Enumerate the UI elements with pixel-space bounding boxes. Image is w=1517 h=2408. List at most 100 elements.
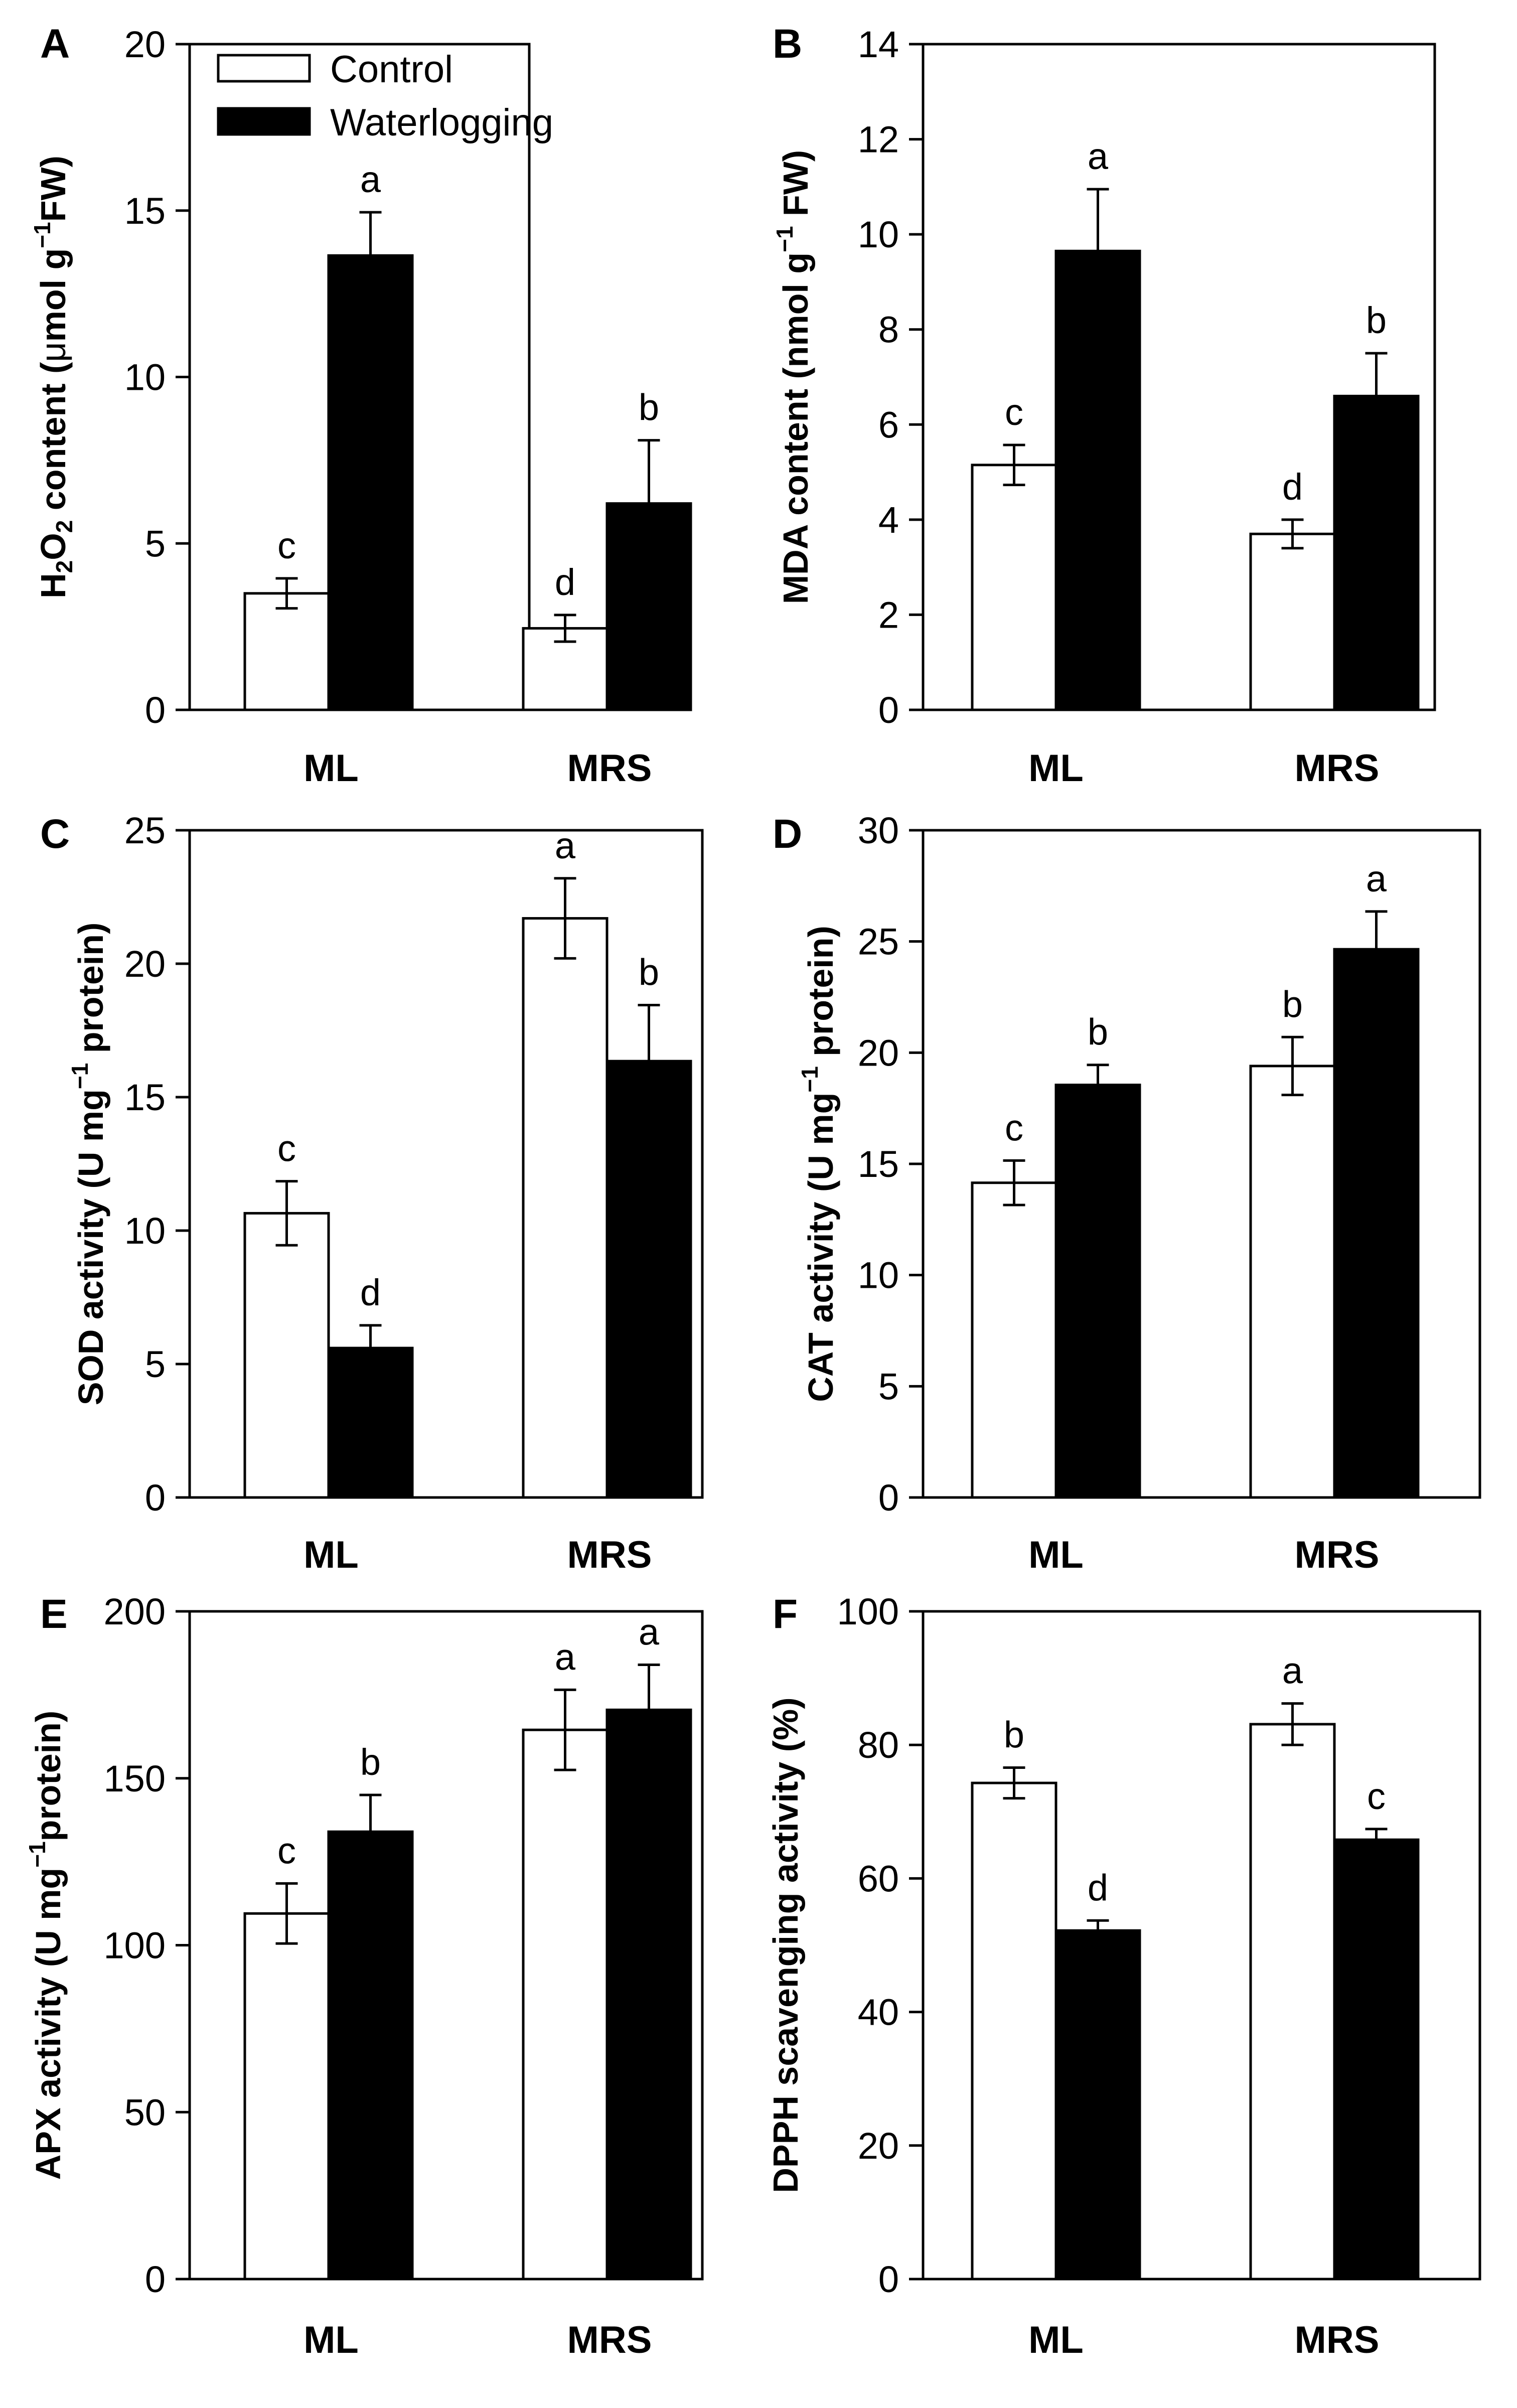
panel-c-ytick-label-2: 10 xyxy=(124,1210,166,1252)
panel-e-errorbar-waterlogging-ml xyxy=(359,1793,382,1870)
panel-f-category-label-mrs: MRS xyxy=(1295,2319,1380,2361)
panel-d-ytick-label-6: 30 xyxy=(858,810,899,851)
y-axis-label-part: 2 xyxy=(51,520,77,533)
panel-a-sig-letter-waterlogging-mrs: b xyxy=(639,387,659,428)
panel-f-errorbar-waterlogging-ml xyxy=(1087,1919,1109,1942)
panel-a-errorbar-control-ml xyxy=(275,577,298,610)
panel-c-ytick-label-0: 0 xyxy=(145,1477,166,1519)
panel-a-category-label-mrs: MRS xyxy=(567,747,652,790)
panel-c-bar-control-ml xyxy=(243,1212,330,1499)
panel-f-bar-waterlogging-mrs xyxy=(1333,1838,1420,2281)
legend-swatch-waterlogging xyxy=(217,107,311,136)
legend-swatch-control xyxy=(217,54,311,83)
panel-b-letter: B xyxy=(773,21,802,67)
panel-a-bar-waterlogging-ml xyxy=(327,254,414,711)
y-axis-label-part: −1 xyxy=(67,1063,93,1089)
panel-c-bar-waterlogging-ml xyxy=(327,1346,414,1499)
panel-f-ytick-label-3: 60 xyxy=(858,1858,899,1899)
panel-b-frame xyxy=(922,43,1436,711)
y-axis-label-part: −1 xyxy=(797,1066,823,1092)
panel-d-ytick-label-0: 0 xyxy=(878,1477,899,1519)
panel-e-bar-control-mrs xyxy=(522,1728,609,2281)
panel-f-category-label-ml: ML xyxy=(1028,2319,1084,2361)
panel-b: 0 2 4 6 8 10 12 14 c d a b ML MRS B MDA content (nmol g… xyxy=(772,21,1436,790)
panel-e-sig-letter-waterlogging-mrs: a xyxy=(639,1611,660,1652)
panel-c-errorbar-waterlogging-ml xyxy=(359,1324,382,1372)
panel-a-bar-control-ml xyxy=(243,592,330,711)
panel-b-sig-letter-control-mrs: d xyxy=(1282,466,1303,508)
panel-d-bar-control-ml xyxy=(971,1181,1057,1499)
panel-a-sig-letter-control-mrs: d xyxy=(555,561,575,603)
panel-a-ytick-label-1: 5 xyxy=(145,523,166,564)
panel-b-bar-waterlogging-ml xyxy=(1054,249,1141,711)
panel-c-ytick-label-5: 25 xyxy=(124,810,166,851)
panel-e-bar-control-ml xyxy=(243,1912,330,2281)
panel-d: 0 5 10 15 20 25 30 c b b a ML MRS D CAT activity (U mg… xyxy=(773,810,1481,1576)
panel-d-errorbar-control-ml xyxy=(1003,1159,1025,1207)
panel-e-errorbar-waterlogging-mrs xyxy=(638,1663,660,1756)
panel-e-category-label-mrs: MRS xyxy=(567,2319,652,2361)
panel-d-ytick-label-2: 10 xyxy=(858,1255,899,1296)
panel-c: 0 5 10 15 20 25 c a d b ML MRS C SOD activity (U mg−1… xyxy=(40,810,704,1576)
panel-c-errorbar-control-ml xyxy=(275,1180,298,1247)
panel-d-category-label-ml: ML xyxy=(1028,1534,1084,1576)
panel-e-ytick-label-3: 150 xyxy=(104,1758,166,1799)
panel-d-letter: D xyxy=(773,811,802,857)
y-axis-label-part: μ xyxy=(34,342,73,362)
panel-d-y-axis-label: CAT activity (U mg−1​ protein) xyxy=(797,926,840,1402)
panel-f-y-axis-label: DPPH scavenging activity (%) xyxy=(766,1697,805,2193)
y-axis-label-part: protein) xyxy=(71,923,110,1063)
panel-e-sig-letter-control-ml: c xyxy=(277,1830,296,1871)
panel-f-letter: F xyxy=(773,1591,798,1637)
y-axis-label-part: SOD activity (U mg xyxy=(71,1089,110,1405)
panel-e-ytick-label-1: 50 xyxy=(124,2091,166,2133)
panel-a-errorbar-control-mrs xyxy=(554,614,576,643)
panel-a-ytick-label-4: 20 xyxy=(124,24,166,65)
panel-d-ytick-label-3: 15 xyxy=(858,1143,899,1185)
panel-e-ytick-label-4: 200 xyxy=(104,1591,166,1632)
panel-c-ytick-label-3: 15 xyxy=(124,1077,166,1118)
panel-b-bar-control-mrs xyxy=(1249,532,1336,711)
panel-f-sig-letter-control-mrs: a xyxy=(1282,1650,1303,1692)
panel-f-ytick-label-0: 0 xyxy=(878,2259,899,2300)
panel-b-ytick-label-5: 10 xyxy=(858,214,899,255)
y-axis-label-part: protein) xyxy=(29,1711,68,1842)
y-axis-label-part: −1 xyxy=(29,222,55,248)
panel-b-ytick-label-0: 0 xyxy=(878,689,899,731)
panel-b-errorbar-control-mrs xyxy=(1281,518,1304,550)
panel-e-bar-waterlogging-mrs xyxy=(605,1708,692,2281)
panel-d-sig-letter-control-ml: c xyxy=(1005,1107,1023,1148)
panel-d-bar-control-mrs xyxy=(1249,1065,1336,1499)
panel-d-errorbar-waterlogging-mrs xyxy=(1365,910,1388,989)
panel-d-ytick-label-1: 5 xyxy=(878,1366,899,1407)
panel-e-errorbar-control-ml xyxy=(275,1882,298,1945)
panel-c-y-axis-label: SOD activity (U mg−1​ protein) xyxy=(67,923,110,1406)
panel-b-ytick-label-3: 6 xyxy=(878,404,899,445)
panel-d-bar-waterlogging-ml xyxy=(1054,1084,1141,1499)
panel-c-sig-letter-waterlogging-ml: d xyxy=(360,1272,381,1313)
panel-f-ytick-label-1: 20 xyxy=(858,2125,899,2167)
panel-f-bar-control-mrs xyxy=(1249,1723,1336,2281)
panel-e: 0 50 100 150 200 c a b a ML MRS E APX activity (U mg… xyxy=(24,1591,704,2361)
y-axis-label-part: −1 xyxy=(772,226,798,252)
panel-e-category-label-ml: ML xyxy=(304,2319,359,2361)
panel-c-sig-letter-control-ml: c xyxy=(277,1128,296,1169)
legend-label-waterlogging: Waterlogging xyxy=(330,101,553,144)
panel-b-errorbar-control-ml xyxy=(1003,443,1025,487)
panel-b-ytick-label-1: 2 xyxy=(878,594,899,636)
panel-e-y-axis-label: APX activity (U mg−1​protein) xyxy=(24,1711,68,2180)
panel-c-letter: C xyxy=(40,811,70,857)
y-axis-label-part: DPPH scavenging activity (%) xyxy=(766,1697,805,2193)
panel-a-sig-letter-waterlogging-ml: a xyxy=(360,159,381,200)
panel-a-y-axis-label: H2​O2​ content (μmol g−1​FW) xyxy=(29,156,77,598)
panel-f-bar-waterlogging-ml xyxy=(1054,1929,1141,2281)
panel-f-sig-letter-waterlogging-ml: d xyxy=(1088,1867,1108,1908)
panel-f-ytick-label-4: 80 xyxy=(858,1724,899,1766)
panel-f-errorbar-waterlogging-mrs xyxy=(1365,1828,1388,1852)
panel-a-errorbar-waterlogging-mrs xyxy=(638,439,660,568)
panel-d-sig-letter-control-mrs: b xyxy=(1282,983,1303,1025)
panel-d-errorbar-waterlogging-ml xyxy=(1087,1064,1109,1107)
panel-b-ytick-label-6: 12 xyxy=(858,119,899,161)
panel-b-sig-letter-waterlogging-ml: a xyxy=(1088,135,1109,177)
